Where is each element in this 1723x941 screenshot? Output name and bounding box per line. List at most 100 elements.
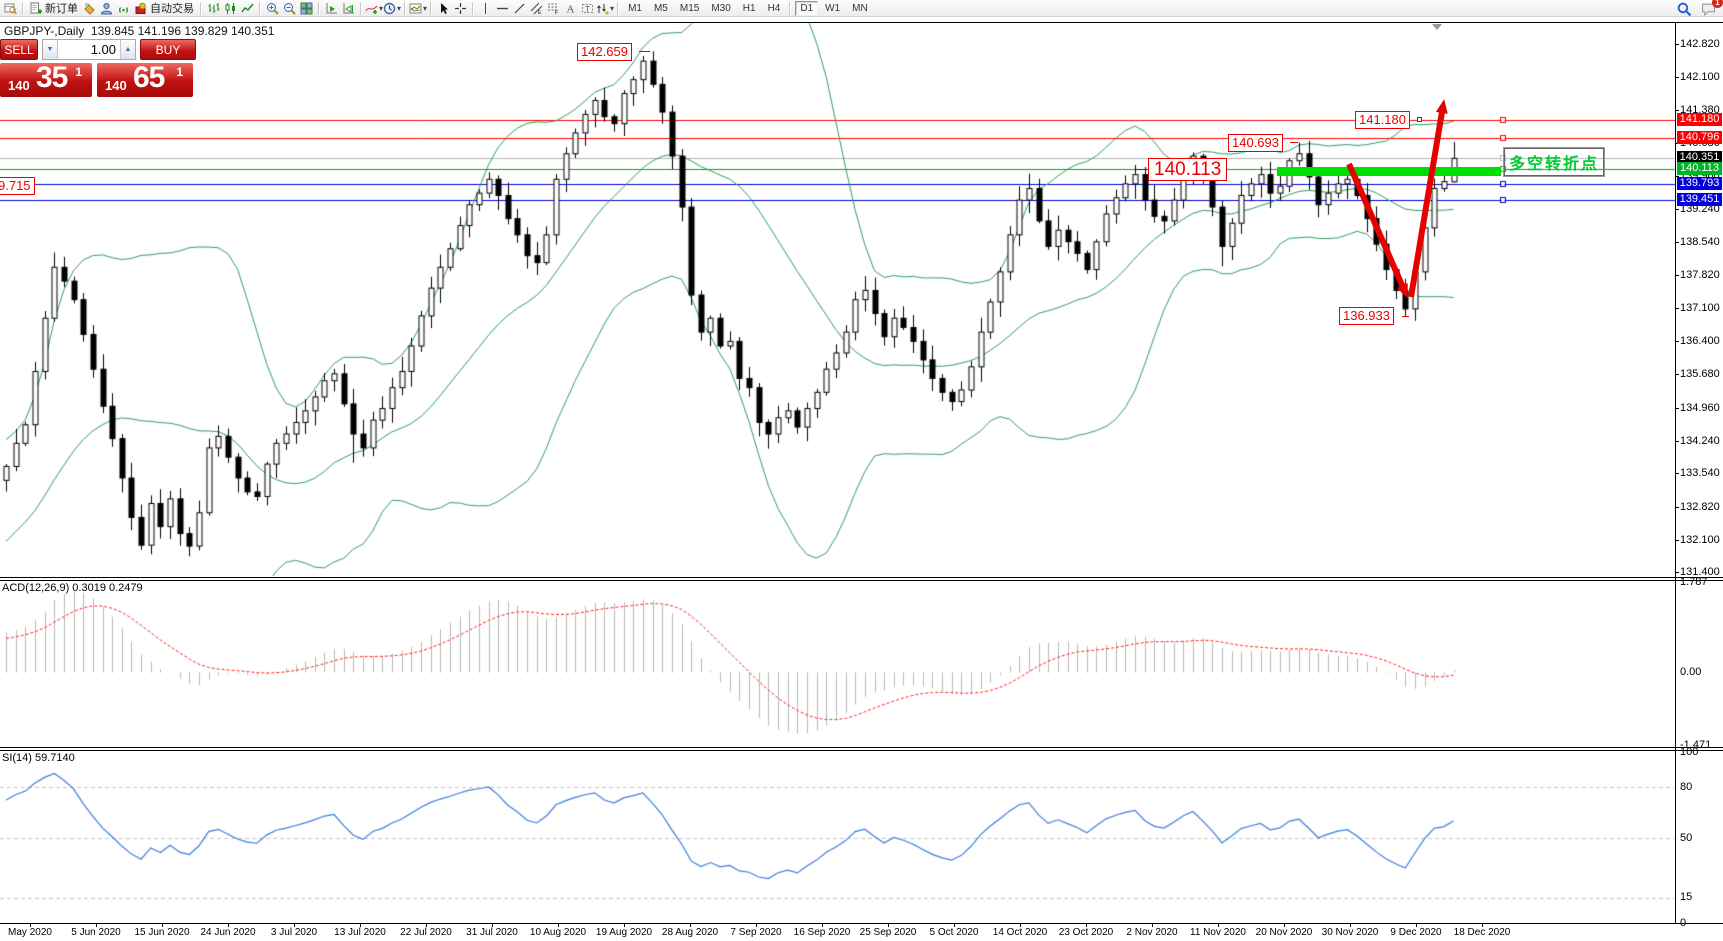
lot-size-input[interactable]: 1.00 [90,42,116,57]
buy-button[interactable]: BUY [140,39,196,60]
date-axis-label: 19 Aug 2020 [595,927,653,938]
axis-tick [624,923,625,927]
axis-tick [822,923,823,927]
axis-tick [1675,473,1679,474]
annotation-connector [639,51,650,52]
price-tag-139.451: 139.451 [1677,193,1722,206]
date-axis-label: 28 Aug 2020 [661,927,719,938]
annotation-resistance-141180[interactable]: 141.180 [1355,111,1410,129]
axis-tick [426,923,427,927]
axis-tick [1675,44,1679,45]
sell-price-integer: 140 [8,78,30,93]
annotation-level-140693[interactable]: 140.693 [1228,134,1283,152]
date-axis-label: 3 Jul 2020 [270,927,318,938]
date-axis-label: 11 Nov 2020 [1190,927,1246,938]
axis-tick [1675,572,1679,573]
axis-tick [1675,242,1679,243]
sell-price-point: 1 [75,65,82,79]
date-axis-label: 22 Jul 2020 [400,927,452,938]
sell-price-display[interactable]: 140 35 1 [0,61,92,97]
date-axis-label: 15 Jun 2020 [134,927,190,938]
price-axis-label: 132.100 [1680,534,1720,546]
axis-tick [1675,507,1679,508]
date-axis-label: 24 Jun 2020 [200,927,256,938]
price-axis-label: 132.820 [1680,501,1720,513]
price-tag-140.796: 140.796 [1677,131,1722,144]
support-zone-bar[interactable] [1277,167,1501,176]
macd-axis-label: -1.471 [1680,739,1712,751]
axis-tick [1675,308,1679,309]
date-axis-label: 5 Oct 2020 [929,927,979,938]
lot-size-control: ▼ 1.00 ▲ [42,39,136,60]
axis-tick [756,923,757,927]
price-tag-140.113: 140.113 [1677,162,1722,175]
rsi-axis-label: 0 [1680,917,1687,929]
macd-axis-label: 0.00 [1680,666,1702,678]
rsi-axis-label: 80 [1680,781,1693,793]
chart-shift-marker-icon[interactable] [1432,24,1442,30]
axis-tick [30,923,31,927]
line-handle[interactable] [1417,117,1422,122]
axis-tick [888,923,889,927]
rsi-axis-label: 50 [1680,832,1693,844]
annotation-connector [1136,169,1148,170]
ohlc-values: 139.845 141.196 139.829 140.351 [90,24,275,38]
lot-increase-button[interactable]: ▲ [120,40,135,59]
buy-price-point: 1 [176,65,183,79]
rsi-axis-label: 15 [1680,891,1693,903]
axis-tick [360,923,361,927]
symbol-period-label: GBPJPY-,Daily [4,24,85,38]
date-axis-label: 31 Jul 2020 [466,927,518,938]
axis-tick [1675,110,1679,111]
axis-tick [1675,540,1679,541]
axis-tick [1416,923,1417,927]
rsi-axis-label: 100 [1680,746,1699,758]
axis-tick [1152,923,1153,927]
buy-price-integer: 140 [105,78,127,93]
price-axis-label: 142.100 [1680,71,1720,83]
price-axis-label: 142.820 [1680,38,1720,50]
annotation-high-142659[interactable]: 142.659 [577,43,632,61]
axis-tick [1675,408,1679,409]
axis-tick [1675,209,1679,210]
annotation-pivot-140113[interactable]: 140.113 [1148,158,1228,181]
axis-tick [1675,275,1679,276]
date-axis-label: 7 Sep 2020 [730,927,782,938]
date-axis-label: 20 Nov 2020 [1255,927,1313,938]
price-axis-label: 138.540 [1680,236,1720,248]
annotation-left-139715[interactable]: 9.715 [0,177,35,195]
lot-decrease-button[interactable]: ▼ [43,40,58,59]
axis-tick [1675,176,1679,177]
buy-price-display[interactable]: 140 65 1 [97,61,193,97]
axis-tick [1218,923,1219,927]
quote-header: GBPJPY-,Daily 139.845 141.196 139.829 14… [4,24,274,38]
sell-button[interactable]: SELL [0,39,38,60]
axis-tick [492,923,493,927]
price-axis-label: 137.820 [1680,269,1720,281]
axis-tick [162,923,163,927]
price-tag-139.793: 139.793 [1677,177,1722,190]
date-axis-label: 5 Jun 2020 [71,927,121,938]
price-axis-label: 134.960 [1680,402,1720,414]
buy-price-pips: 65 [133,61,165,94]
axis-tick [690,923,691,927]
date-axis-label: 23 Oct 2020 [1058,927,1114,938]
price-axis-label: 133.540 [1680,467,1720,479]
annotation-low-136933[interactable]: 136.933 [1339,307,1394,325]
price-axis-label: 131.400 [1680,566,1720,578]
axis-tick [1284,923,1285,927]
axis-tick [1675,374,1679,375]
axis-tick [558,923,559,927]
date-axis-label: 18 Dec 2020 [1453,927,1511,938]
axis-tick [96,923,97,927]
sell-price-pips: 35 [36,61,68,94]
annotation-connector [1290,142,1298,143]
axis-tick [1350,923,1351,927]
macd-axis-label: 1.787 [1680,576,1708,588]
date-axis-label: 14 Oct 2020 [992,927,1048,938]
axis-tick [228,923,229,927]
annotation-cn-turning-point[interactable]: 多空转折点 [1502,147,1606,177]
date-axis-label: 9 Dec 2020 [1390,927,1442,938]
